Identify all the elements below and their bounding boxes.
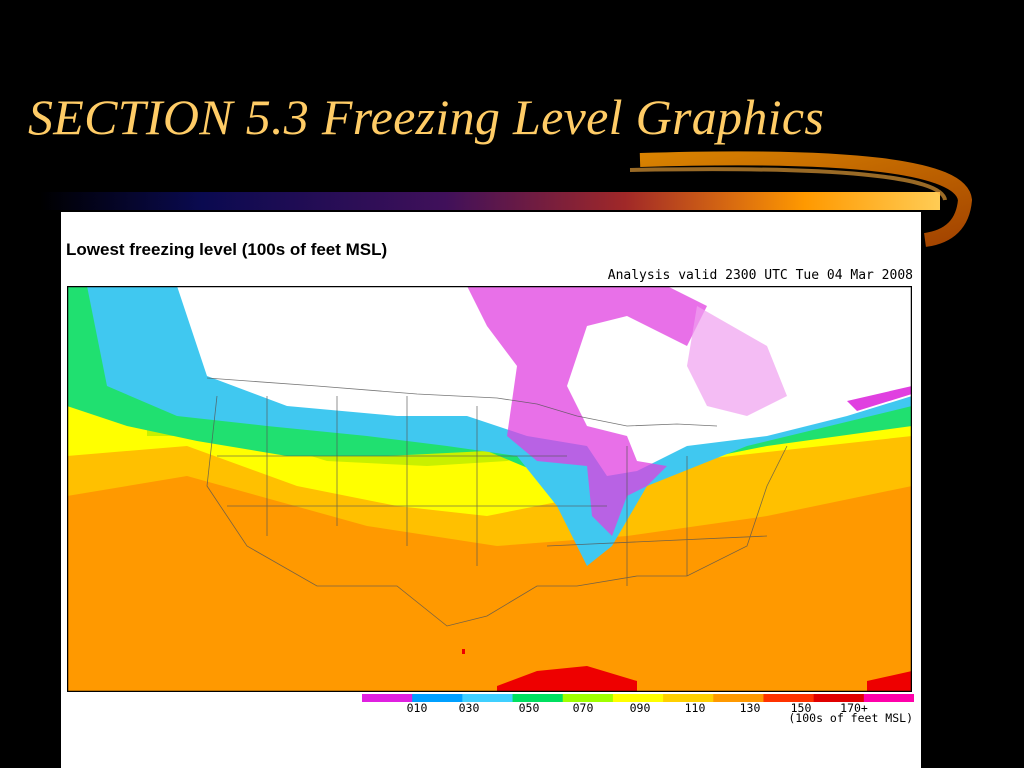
legend-units: (100s of feet MSL) [788,711,913,725]
legend-swatch [713,694,764,702]
legend-label-090: 090 [629,701,651,715]
legend-label-150: 150 [790,701,812,715]
legend-label-170-plus: 170+ [840,701,868,715]
map-title: Lowest freezing level (100s of feet MSL) [66,240,388,259]
magenta-zone [467,286,707,536]
map-subtitle: Analysis valid 2300 UTC Tue 04 Mar 2008 [607,268,913,283]
red-zone-mexico [497,666,637,692]
legend-swatch [462,694,514,702]
legend-color-bar [362,694,914,702]
legend-swatch [663,694,714,702]
freezing-level-map-panel: Lowest freezing level (100s of feet MSL)… [61,212,921,768]
legend-label-130: 130 [739,701,761,715]
legend-swatch [412,694,463,702]
legend-label-050: 050 [518,701,540,715]
legend-swatch [763,694,815,702]
east-coast-magenta [847,386,912,411]
legend-swatch [512,694,564,702]
legend-swatch [612,694,664,702]
freezing-level-map [67,286,912,692]
red-dot [462,649,465,654]
legend-swatch [362,694,413,702]
legend-swatch [562,694,614,702]
legend-swatch [813,694,865,702]
legend-label-110: 110 [684,701,706,715]
political-boundaries [206,377,788,627]
legend-label-070: 070 [572,701,594,715]
red-zone-east [867,671,912,692]
decorative-swoosh [40,151,973,247]
magenta-hatch [687,306,787,416]
slide-title: SECTION 5.3 Freezing Level Graphics [28,89,825,145]
legend-label-010: 010 [406,701,428,715]
legend-swatch [863,694,914,702]
legend-label-030: 030 [458,701,480,715]
